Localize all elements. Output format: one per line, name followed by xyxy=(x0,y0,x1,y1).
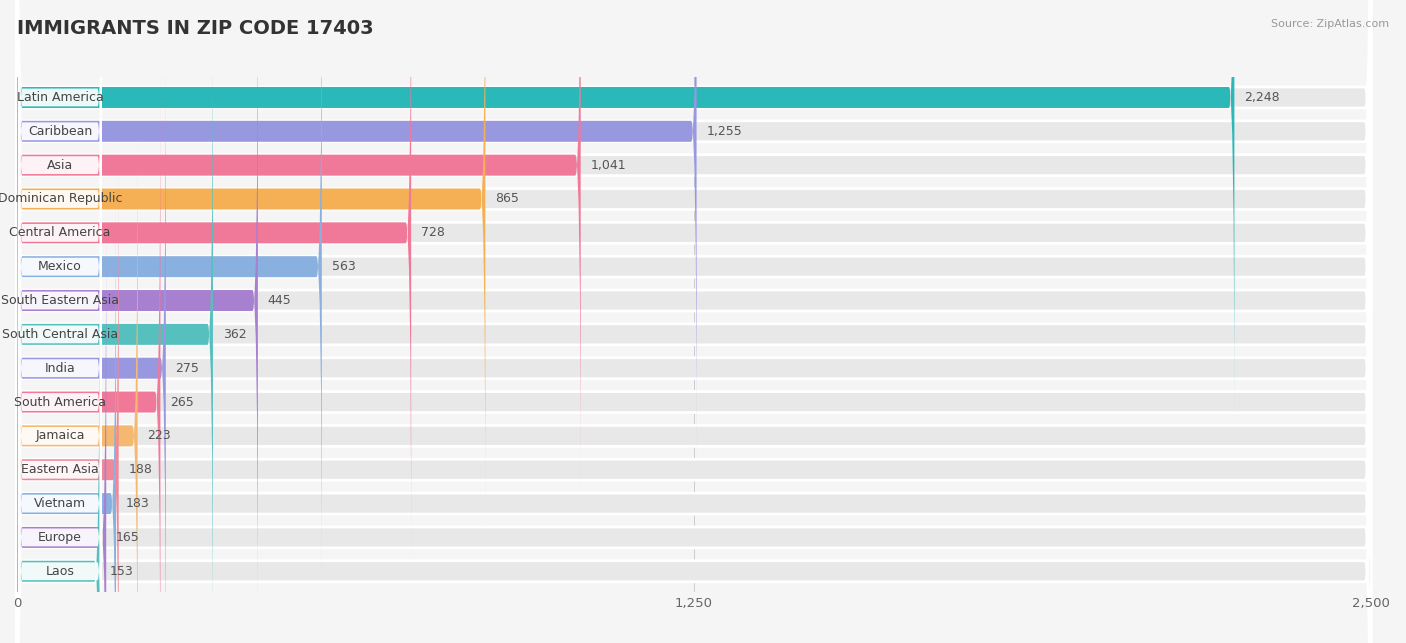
FancyBboxPatch shape xyxy=(17,142,118,643)
Text: 223: 223 xyxy=(148,430,172,442)
Text: Dominican Republic: Dominican Republic xyxy=(0,192,122,206)
FancyBboxPatch shape xyxy=(17,243,100,643)
Text: Asia: Asia xyxy=(46,159,73,172)
FancyBboxPatch shape xyxy=(18,242,101,643)
Text: India: India xyxy=(45,362,76,375)
Text: 2,248: 2,248 xyxy=(1244,91,1279,104)
Text: Mexico: Mexico xyxy=(38,260,82,273)
Text: Source: ZipAtlas.com: Source: ZipAtlas.com xyxy=(1271,19,1389,30)
FancyBboxPatch shape xyxy=(18,309,101,643)
Text: Caribbean: Caribbean xyxy=(28,125,91,138)
FancyBboxPatch shape xyxy=(18,174,101,643)
FancyBboxPatch shape xyxy=(17,6,1371,643)
Text: South America: South America xyxy=(14,395,105,408)
FancyBboxPatch shape xyxy=(18,73,101,596)
Text: 728: 728 xyxy=(420,226,444,239)
FancyBboxPatch shape xyxy=(18,276,101,643)
FancyBboxPatch shape xyxy=(17,210,1371,643)
Text: IMMIGRANTS IN ZIP CODE 17403: IMMIGRANTS IN ZIP CODE 17403 xyxy=(17,19,374,39)
Text: 445: 445 xyxy=(267,294,291,307)
FancyBboxPatch shape xyxy=(17,0,1234,426)
FancyBboxPatch shape xyxy=(17,0,1371,426)
FancyBboxPatch shape xyxy=(17,108,138,643)
Text: Eastern Asia: Eastern Asia xyxy=(21,463,98,476)
Text: 563: 563 xyxy=(332,260,356,273)
FancyBboxPatch shape xyxy=(17,0,485,527)
FancyBboxPatch shape xyxy=(17,41,166,643)
FancyBboxPatch shape xyxy=(18,0,101,427)
Text: 153: 153 xyxy=(110,565,134,578)
FancyBboxPatch shape xyxy=(18,208,101,643)
Text: Jamaica: Jamaica xyxy=(35,430,84,442)
Text: 1,041: 1,041 xyxy=(591,159,626,172)
FancyBboxPatch shape xyxy=(17,0,581,493)
FancyBboxPatch shape xyxy=(17,0,696,459)
FancyBboxPatch shape xyxy=(17,0,1371,561)
FancyBboxPatch shape xyxy=(17,243,1371,643)
FancyBboxPatch shape xyxy=(17,176,115,643)
Text: 865: 865 xyxy=(495,192,519,206)
FancyBboxPatch shape xyxy=(17,176,1371,643)
FancyBboxPatch shape xyxy=(17,0,1371,628)
FancyBboxPatch shape xyxy=(18,0,101,494)
FancyBboxPatch shape xyxy=(17,0,322,595)
FancyBboxPatch shape xyxy=(17,74,160,643)
Text: 188: 188 xyxy=(128,463,152,476)
FancyBboxPatch shape xyxy=(17,0,1371,595)
Text: Latin America: Latin America xyxy=(17,91,103,104)
FancyBboxPatch shape xyxy=(17,0,1371,493)
Text: 183: 183 xyxy=(125,497,149,510)
Text: Vietnam: Vietnam xyxy=(34,497,86,510)
FancyBboxPatch shape xyxy=(17,74,1371,643)
Text: 265: 265 xyxy=(170,395,194,408)
FancyBboxPatch shape xyxy=(17,0,1371,459)
FancyBboxPatch shape xyxy=(18,0,101,461)
FancyBboxPatch shape xyxy=(18,106,101,630)
FancyBboxPatch shape xyxy=(17,142,1371,643)
FancyBboxPatch shape xyxy=(17,6,212,643)
FancyBboxPatch shape xyxy=(17,0,1371,527)
FancyBboxPatch shape xyxy=(18,140,101,643)
Text: Central America: Central America xyxy=(10,226,111,239)
FancyBboxPatch shape xyxy=(17,0,411,561)
Text: South Eastern Asia: South Eastern Asia xyxy=(1,294,120,307)
Text: 1,255: 1,255 xyxy=(706,125,742,138)
Text: 362: 362 xyxy=(222,328,246,341)
FancyBboxPatch shape xyxy=(17,0,257,628)
Text: Laos: Laos xyxy=(45,565,75,578)
FancyBboxPatch shape xyxy=(17,108,1371,643)
FancyBboxPatch shape xyxy=(18,0,101,359)
Text: 275: 275 xyxy=(176,362,200,375)
FancyBboxPatch shape xyxy=(18,5,101,529)
Text: 165: 165 xyxy=(115,531,139,544)
FancyBboxPatch shape xyxy=(17,41,1371,643)
FancyBboxPatch shape xyxy=(18,0,101,393)
Text: South Central Asia: South Central Asia xyxy=(1,328,118,341)
FancyBboxPatch shape xyxy=(18,39,101,563)
FancyBboxPatch shape xyxy=(17,210,107,643)
Text: Europe: Europe xyxy=(38,531,82,544)
